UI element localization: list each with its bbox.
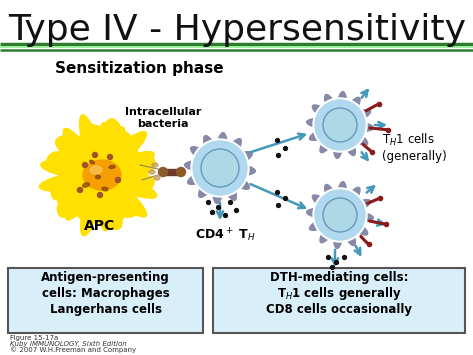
Polygon shape — [307, 92, 373, 158]
Text: T$_H$1 cells
(generally): T$_H$1 cells (generally) — [382, 131, 447, 163]
Ellipse shape — [152, 163, 158, 167]
Text: Kuby IMMUNOLOGY, Sixth Edition: Kuby IMMUNOLOGY, Sixth Edition — [10, 341, 127, 347]
Ellipse shape — [191, 139, 249, 197]
Ellipse shape — [83, 160, 121, 190]
Circle shape — [78, 187, 82, 192]
Text: Figure 15-17a: Figure 15-17a — [10, 335, 58, 341]
Ellipse shape — [90, 160, 94, 164]
Ellipse shape — [315, 100, 365, 150]
Polygon shape — [184, 133, 255, 203]
Ellipse shape — [313, 98, 367, 152]
Ellipse shape — [313, 188, 367, 242]
Text: © 2007 W.H.Freeman and Company: © 2007 W.H.Freeman and Company — [10, 346, 136, 353]
Text: Sensitization phase: Sensitization phase — [55, 60, 224, 76]
Polygon shape — [307, 182, 373, 248]
Circle shape — [82, 163, 88, 168]
Circle shape — [93, 153, 97, 158]
Text: Type IV - Hypersensitivity: Type IV - Hypersensitivity — [8, 13, 466, 47]
Ellipse shape — [83, 183, 89, 187]
Text: DTH-mediating cells:: DTH-mediating cells: — [270, 271, 408, 284]
Ellipse shape — [149, 170, 155, 174]
Text: Intracellular
bacteria: Intracellular bacteria — [125, 107, 201, 129]
Text: Langerhans cells: Langerhans cells — [50, 303, 161, 316]
Ellipse shape — [193, 141, 247, 195]
Ellipse shape — [323, 198, 357, 232]
Ellipse shape — [96, 175, 100, 179]
Circle shape — [176, 168, 185, 176]
Ellipse shape — [315, 190, 365, 240]
Circle shape — [115, 178, 121, 182]
Text: T$_H$1 cells generally: T$_H$1 cells generally — [277, 285, 402, 302]
FancyBboxPatch shape — [213, 268, 465, 333]
Bar — [163, 169, 181, 175]
Text: CD4$^+$ T$_H$: CD4$^+$ T$_H$ — [194, 227, 255, 245]
Text: CD8 cells occasionally: CD8 cells occasionally — [266, 303, 412, 316]
Text: APC: APC — [84, 219, 115, 233]
Polygon shape — [39, 115, 157, 236]
Text: cells: Macrophages: cells: Macrophages — [42, 287, 169, 300]
Ellipse shape — [102, 187, 108, 191]
Text: Antigen-presenting: Antigen-presenting — [41, 271, 170, 284]
Ellipse shape — [201, 149, 239, 187]
Circle shape — [158, 168, 167, 176]
FancyBboxPatch shape — [8, 268, 203, 333]
Circle shape — [97, 192, 103, 197]
Ellipse shape — [323, 108, 357, 142]
Circle shape — [107, 154, 113, 159]
Ellipse shape — [109, 165, 115, 169]
Ellipse shape — [154, 176, 160, 180]
Ellipse shape — [90, 166, 102, 174]
